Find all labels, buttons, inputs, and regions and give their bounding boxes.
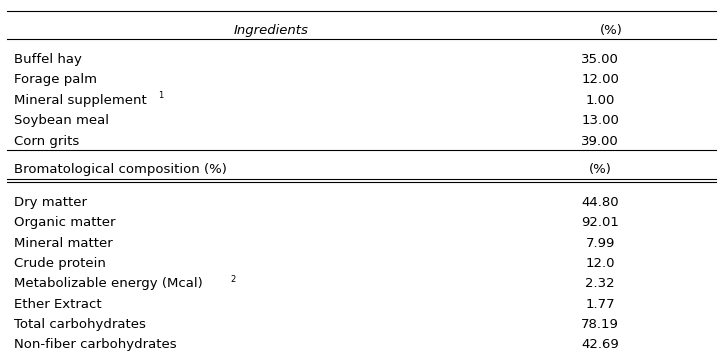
Text: 12.00: 12.00 xyxy=(581,74,619,87)
Text: Forage palm: Forage palm xyxy=(14,74,98,87)
Text: Organic matter: Organic matter xyxy=(14,216,116,229)
Text: 2: 2 xyxy=(230,275,235,284)
Text: 1.77: 1.77 xyxy=(586,297,615,310)
Text: 7.99: 7.99 xyxy=(586,237,615,250)
Text: Corn grits: Corn grits xyxy=(14,134,80,147)
Text: 39.00: 39.00 xyxy=(581,134,619,147)
Text: Mineral matter: Mineral matter xyxy=(14,237,114,250)
Text: 1: 1 xyxy=(158,91,163,100)
Text: (%): (%) xyxy=(599,24,623,37)
Text: Ether Extract: Ether Extract xyxy=(14,297,102,310)
Text: Mineral supplement: Mineral supplement xyxy=(14,94,151,107)
Text: 35.00: 35.00 xyxy=(581,53,619,66)
Text: Soybean meal: Soybean meal xyxy=(14,114,109,127)
Text: Metabolizable energy (Mcal): Metabolizable energy (Mcal) xyxy=(14,277,203,290)
Text: Total carbohydrates: Total carbohydrates xyxy=(14,318,146,331)
Text: 12.0: 12.0 xyxy=(586,257,615,270)
Text: 1.00: 1.00 xyxy=(586,94,615,107)
Text: Buffel hay: Buffel hay xyxy=(14,53,82,66)
Text: 13.00: 13.00 xyxy=(581,114,619,127)
Text: 92.01: 92.01 xyxy=(581,216,619,229)
Text: 42.69: 42.69 xyxy=(581,338,619,351)
Text: Ingredients: Ingredients xyxy=(234,24,309,37)
Text: Dry matter: Dry matter xyxy=(14,196,87,209)
Text: 44.80: 44.80 xyxy=(581,196,619,209)
Text: Bromatological composition (%): Bromatological composition (%) xyxy=(14,163,227,176)
Text: Non-fiber carbohydrates: Non-fiber carbohydrates xyxy=(14,338,177,351)
Text: 78.19: 78.19 xyxy=(581,318,619,331)
Text: 2.32: 2.32 xyxy=(586,277,615,290)
Text: (%): (%) xyxy=(589,163,612,176)
Text: Crude protein: Crude protein xyxy=(14,257,106,270)
